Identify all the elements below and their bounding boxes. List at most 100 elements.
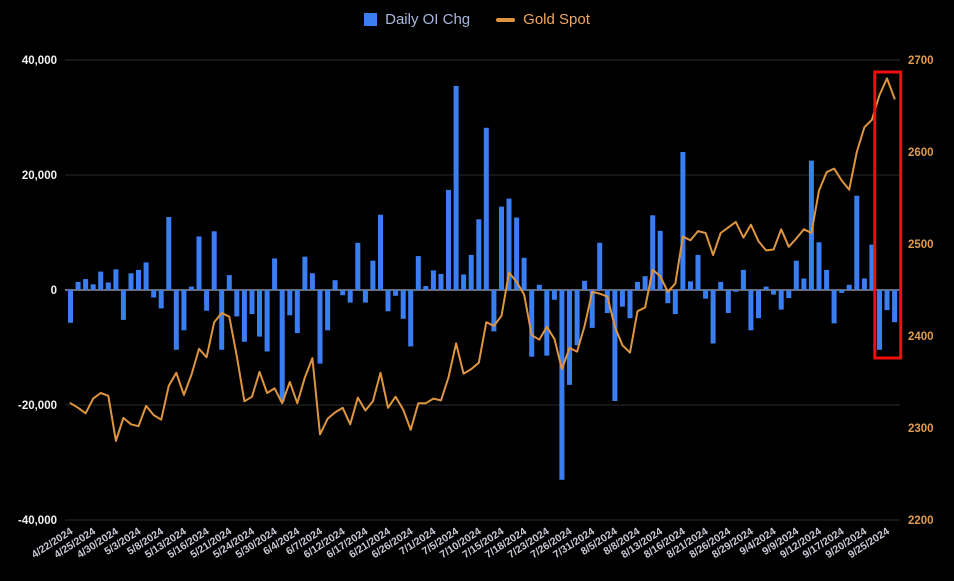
oi-bar xyxy=(362,290,368,303)
oi-bar xyxy=(499,206,504,290)
annotation xyxy=(873,70,903,360)
oi-bar xyxy=(597,242,603,290)
oi-bar xyxy=(241,290,247,342)
oi-bar xyxy=(869,244,875,290)
line-series-swatch-icon xyxy=(496,17,516,22)
right-axis-tick-label: 2300 xyxy=(908,423,934,435)
oi-bar xyxy=(657,230,663,290)
oi-bar xyxy=(468,254,474,290)
oi-bar xyxy=(340,290,346,296)
oi-bar xyxy=(544,290,550,356)
oi-bar xyxy=(219,290,225,350)
oi-bar xyxy=(529,290,535,357)
oi-bar xyxy=(680,152,686,290)
left-axis-tick-label: 40,000 xyxy=(22,55,57,67)
oi-bar xyxy=(325,290,331,331)
oi-bar xyxy=(423,286,429,290)
oi-bar xyxy=(771,290,777,295)
oi-bar xyxy=(688,281,693,290)
right-axis-tick-label: 2500 xyxy=(908,239,934,251)
oi-bar xyxy=(642,276,648,290)
oi-bar xyxy=(302,256,308,290)
oi-bar xyxy=(446,189,451,290)
oi-bar xyxy=(264,290,270,352)
oi-bar xyxy=(136,269,141,290)
legend-label-gold-spot: Gold Spot xyxy=(523,11,590,28)
oi-bar xyxy=(635,281,640,290)
oi-bar xyxy=(287,290,293,316)
oi-bar xyxy=(476,219,482,290)
oi-bar xyxy=(491,290,497,332)
oi-bar xyxy=(824,269,830,290)
oi-bar xyxy=(839,290,845,293)
oi-bar xyxy=(173,290,179,350)
oi-bar xyxy=(90,284,96,291)
oi-bar xyxy=(355,242,361,290)
oi-bar xyxy=(378,214,383,290)
oi-bar xyxy=(703,290,709,299)
oi-bar xyxy=(619,290,625,307)
oi-bar xyxy=(763,286,769,290)
oi-bar xyxy=(627,290,633,319)
oi-bar xyxy=(733,290,739,292)
oi-bar xyxy=(672,290,678,315)
left-axis-tick-label: -40,000 xyxy=(18,515,57,527)
oi-bar xyxy=(211,231,217,290)
oi-bar xyxy=(332,280,338,290)
right-axis-labels: 2700 2600 2500 2400 2300 2200 xyxy=(908,55,934,527)
oi-bar xyxy=(521,257,527,290)
oi-bar xyxy=(196,236,202,290)
oi-bar xyxy=(430,270,436,290)
oi-bar xyxy=(234,290,240,317)
oi-bar xyxy=(483,127,489,290)
oi-bar xyxy=(612,290,618,401)
oi-bar xyxy=(317,290,323,364)
oi-bar xyxy=(756,290,761,319)
x-axis-labels: 4/22/20244/25/20244/30/20245/3/20245/8/2… xyxy=(29,525,891,561)
oi-bar xyxy=(408,290,414,347)
oi-bar xyxy=(536,284,542,290)
oi-bar xyxy=(204,290,210,311)
left-axis-tick-label: -20,000 xyxy=(18,400,57,412)
oi-bar xyxy=(257,290,262,337)
oi-bar xyxy=(272,258,278,290)
oi-bar xyxy=(347,290,353,303)
oi-bar xyxy=(438,273,444,290)
oi-bar xyxy=(453,85,459,291)
right-axis-tick-label: 2600 xyxy=(908,147,934,159)
gold-spot-series xyxy=(69,77,896,442)
oi-bar xyxy=(166,217,172,290)
oi-bar xyxy=(68,290,73,323)
oi-bar xyxy=(877,290,882,350)
oi-bar xyxy=(861,278,867,290)
oi-bar xyxy=(279,290,285,402)
oi-bar xyxy=(514,217,520,290)
left-axis-labels: 40,000 20,000 0 -20,000 -40,000 xyxy=(18,55,57,527)
oi-bar xyxy=(309,273,315,290)
oi-bar xyxy=(816,242,822,290)
legend-item-gold-spot[interactable]: Gold Spot xyxy=(496,12,590,27)
oi-bar xyxy=(574,290,580,346)
oi-bar xyxy=(725,290,731,313)
oi-bar xyxy=(120,290,126,320)
oi-bar xyxy=(854,195,860,290)
oi-bar xyxy=(740,269,746,290)
oi-bar xyxy=(793,260,799,290)
oi-bar xyxy=(567,290,572,385)
oi-bar xyxy=(786,290,792,299)
legend-item-daily-oi-chg[interactable]: Daily OI Chg xyxy=(364,12,470,27)
oi-bar xyxy=(98,271,104,290)
left-axis-tick-label: 20,000 xyxy=(22,170,57,182)
chart-legend: Daily OI Chg Gold Spot xyxy=(0,12,954,27)
legend-label-daily-oi-chg: Daily OI Chg xyxy=(385,11,471,28)
oi-bar xyxy=(249,290,255,315)
oi-bar xyxy=(113,269,119,290)
gold-spot-line xyxy=(69,77,896,442)
left-axis-tick-label: 0 xyxy=(51,285,57,297)
oi-bar xyxy=(892,290,898,323)
right-axis-tick-label: 2400 xyxy=(908,331,934,343)
oi-bar xyxy=(846,284,852,290)
oi-bar xyxy=(748,290,754,331)
oi-change-bars xyxy=(68,85,898,480)
